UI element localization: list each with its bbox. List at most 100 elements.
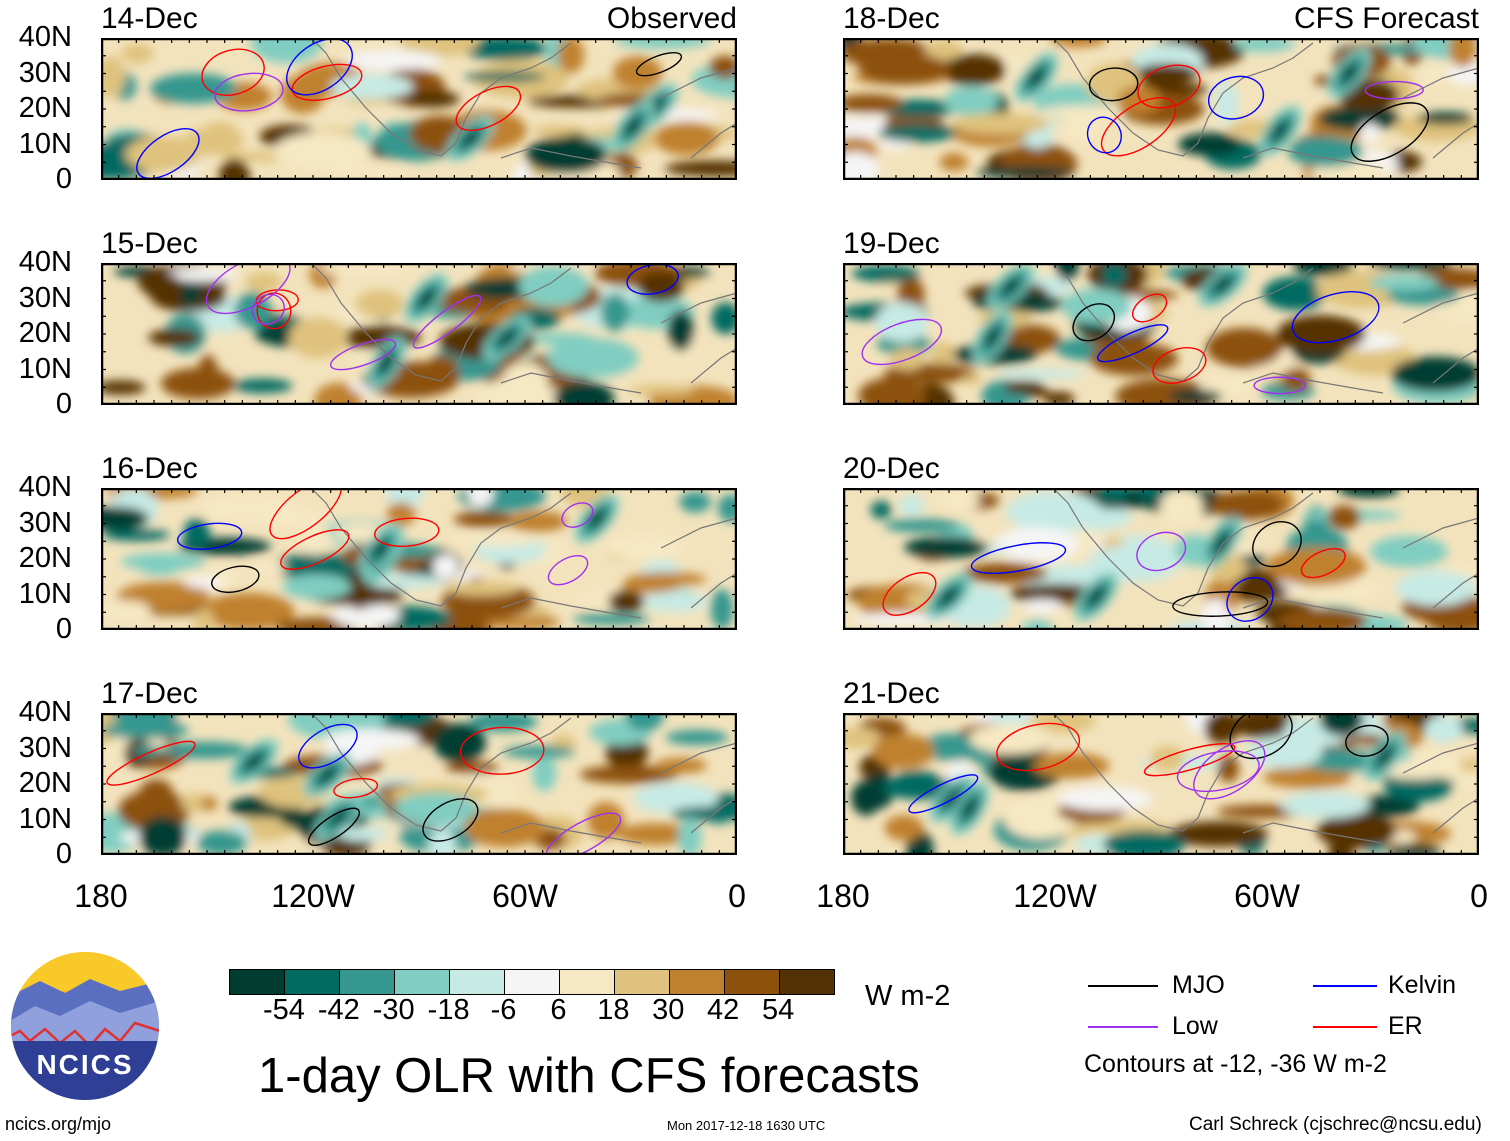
map-panel	[843, 263, 1479, 405]
legend-mjo-line	[1088, 985, 1158, 987]
olr-anomaly-blob	[1043, 391, 1075, 405]
legend-mjo-label: MJO	[1172, 971, 1225, 999]
anomaly-contour	[1364, 80, 1424, 100]
x-tick-label: 0	[728, 878, 746, 914]
olr-anomaly-blob	[711, 302, 737, 335]
olr-anomaly-blob	[1281, 791, 1370, 819]
legend-er-label: ER	[1388, 1012, 1423, 1040]
colorbar-swatch	[725, 970, 780, 994]
anomaly-contour	[1152, 347, 1207, 384]
anomaly-contour	[298, 723, 358, 769]
olr-anomaly-blob	[1288, 136, 1364, 168]
olr-anomaly-blob	[995, 368, 1087, 380]
panel-date: 18-Dec	[843, 2, 940, 35]
anomaly-contour	[333, 777, 379, 799]
anomaly-contour	[861, 318, 943, 366]
colorbar-swatch	[780, 970, 834, 994]
anomaly-contour	[1086, 116, 1122, 154]
olr-anomaly-blob	[338, 826, 388, 842]
map-panel	[843, 488, 1479, 630]
x-tick-label: 120W	[1013, 878, 1097, 914]
anomaly-contour	[201, 48, 265, 96]
legend-low-label: Low	[1172, 1012, 1218, 1040]
colorbar-tick-label: 54	[761, 994, 795, 1026]
olr-anomaly-blob	[843, 727, 882, 749]
anomaly-contour	[280, 529, 350, 570]
olr-anomaly-blob	[1232, 713, 1295, 739]
olr-anomaly-blob	[1168, 389, 1223, 404]
panel-frame	[101, 263, 737, 405]
map-panel	[843, 38, 1479, 180]
footer-url[interactable]: ncics.org/mjo	[5, 1114, 112, 1134]
olr-anomaly-blob	[920, 733, 982, 761]
x-tick-label: 60W	[492, 878, 558, 914]
olr-anomaly-blob	[1215, 82, 1239, 124]
olr-anomaly-blob	[624, 713, 664, 732]
olr-anomaly-blob	[502, 745, 576, 759]
panel-date: 16-Dec	[101, 452, 198, 485]
olr-anomaly-blob	[640, 591, 709, 612]
map-panel	[101, 38, 737, 180]
anomaly-contour	[1088, 67, 1139, 102]
olr-anomaly-blob	[344, 50, 443, 71]
olr-anomaly-blob	[1386, 843, 1442, 855]
olr-anomaly-blob	[1417, 112, 1474, 125]
olr-anomaly-blob	[858, 377, 927, 405]
colorbar-tick-label: 42	[707, 994, 740, 1026]
olr-anomaly-blob	[432, 554, 459, 580]
olr-anomaly-blob	[161, 741, 250, 759]
olr-anomaly-blob	[843, 94, 903, 113]
olr-anomaly-blob	[717, 494, 737, 523]
olr-anomaly-blob	[1266, 547, 1367, 586]
anomaly-contour	[1131, 293, 1168, 323]
olr-anomaly-blob	[1102, 830, 1185, 855]
olr-anomaly-blob	[1263, 765, 1353, 789]
y-tick-label: 20N	[18, 92, 72, 124]
convection-blob	[420, 291, 433, 305]
olr-anomaly-blob	[1217, 755, 1240, 783]
y-tick-label: 20N	[18, 542, 72, 574]
olr-anomaly-blob	[251, 38, 323, 64]
olr-anomaly-blob	[249, 561, 288, 574]
olr-anomaly-blob	[101, 506, 149, 531]
olr-anomaly-blob	[1369, 535, 1448, 568]
coastline	[1242, 517, 1479, 619]
olr-anomaly-blob	[101, 600, 151, 621]
anomaly-contour	[1136, 531, 1187, 572]
x-tick-label: 180	[816, 878, 870, 914]
olr-anomaly-blob	[939, 152, 969, 172]
olr-anomaly-blob	[1262, 276, 1328, 311]
olr-anomaly-blob	[1359, 122, 1380, 143]
coastline	[1052, 488, 1314, 607]
olr-anomaly-blob	[627, 572, 707, 586]
olr-anomaly-blob	[655, 757, 708, 774]
olr-anomaly-blob	[1168, 821, 1269, 847]
olr-anomaly-blob	[532, 125, 586, 137]
olr-anomaly-blob	[1327, 505, 1361, 530]
convection-blob	[1004, 280, 1018, 293]
olr-anomaly-blob	[148, 328, 201, 347]
panel-frame	[101, 488, 737, 630]
panel-date: 20-Dec	[843, 452, 940, 485]
convection-blob	[627, 119, 640, 134]
y-tick-label: 30N	[18, 281, 72, 314]
olr-anomaly-blob	[878, 124, 957, 142]
coastline	[310, 713, 572, 832]
olr-anomaly-blob	[557, 38, 585, 74]
olr-anomaly-blob	[1178, 132, 1242, 157]
convection-blob	[500, 331, 514, 345]
y-tick-label: 40N	[18, 21, 72, 53]
olr-anomaly-blob	[1003, 380, 1045, 394]
convection-blob	[1090, 589, 1103, 604]
colorbar-tick-label: 18	[597, 994, 630, 1026]
olr-anomaly-blob	[467, 488, 494, 507]
olr-anomaly-blob	[903, 536, 989, 559]
olr-anomaly-blob	[608, 590, 645, 613]
panel-date: 19-Dec	[843, 227, 940, 260]
olr-anomaly-blob	[709, 55, 737, 79]
x-tick-label: 60W	[1234, 878, 1300, 914]
y-tick-label: 20N	[18, 317, 72, 349]
anomaly-contour	[1252, 521, 1302, 568]
olr-anomaly-blob	[1448, 38, 1477, 68]
olr-anomaly-blob	[975, 166, 1075, 179]
